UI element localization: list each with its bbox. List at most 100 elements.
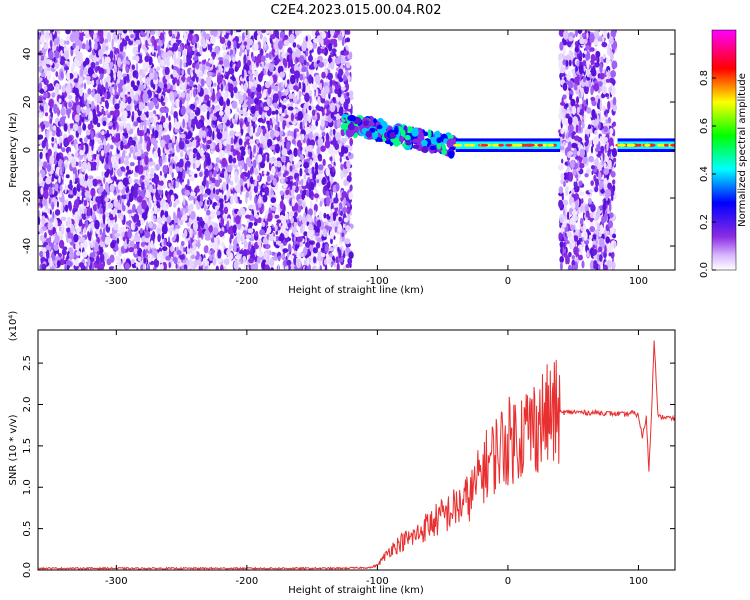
spectrogram-noise-cell [282,105,287,110]
spectrogram-noise-cell [68,261,73,267]
spectrogram-noise-cell [97,139,103,145]
spectrogram-noise-cell [266,154,270,163]
spectrogram-noise-cell [65,30,71,35]
spectrogram-noise-cell [142,248,146,259]
spectrogram-noise-cell [236,107,240,113]
spectrogram-noise-cell [264,220,269,226]
spectrogram-noise-cell [233,48,236,58]
spectrogram-noise-cell [187,76,191,83]
spectrogram-noise-cell [325,190,330,197]
spectrogram-noise-cell [168,115,171,122]
spectrogram-noise-cell [110,144,114,150]
spectrogram-noise-cell [227,34,234,42]
spectrogram-noise-cell [293,85,299,91]
spectrogram-noise-cell [233,80,238,87]
spectrogram-noise-cell [62,162,65,173]
spectrogram-noise-cell [136,80,140,86]
spectrogram-noise-cell [55,71,59,78]
spectrogram-noise-cell [295,177,298,187]
spectrogram-noise-cell [315,174,321,180]
spectrogram-noise-cell [141,236,145,243]
spectrogram-noise-cell [101,191,108,197]
spectrogram-noise-cell [256,34,260,43]
spectrogram-noise-cell [349,51,353,60]
spectrogram-noise-cell [157,49,161,56]
spectrogram-noise-cell [121,194,128,200]
spectrogram-noise-cell [130,258,135,265]
spectrogram-noise-cell [300,178,304,186]
spectrogram-noise-cell [277,240,280,246]
spectrogram-noise-cell [210,99,213,108]
spectrogram-noise-cell [251,244,254,254]
spectrogram-noise-cell [256,84,262,94]
spectrogram-noise-cell [110,233,113,239]
spectrogram-noise-cell [154,205,157,215]
spectrogram-noise-cell [87,229,92,239]
spectrogram-noise-cell [125,66,129,73]
spectrogram-noise-cell [287,106,294,111]
spectrogram-noise-cell [308,105,312,111]
spectrogram-noise-cell [228,229,233,235]
spectrogram-noise-cell [126,165,130,171]
spectrogram-noise-cell [226,164,233,173]
spectrogram-noise-cell [136,219,142,227]
spectrogram-noise-cell [227,188,230,199]
spectrogram-noise-cell [305,102,309,109]
spectrogram-noise-cell [49,217,55,223]
spectrogram-noise-cell [144,236,150,243]
spectrogram-noise-cell [44,232,47,239]
spectrogram-noise-cell [290,101,294,107]
spectrogram-noise-cell [295,48,301,58]
spectrogram-noise-cell [282,164,286,171]
spectrogram-noise-cell [65,221,68,227]
spectrogram-noise-cell [88,223,91,233]
spectrogram-noise-cell [111,38,114,49]
spectrogram-noise-cell [46,154,50,164]
spectrogram-noise-cell [330,237,333,245]
spectrogram-noise-cell [190,228,193,238]
spectrogram-noise-cell [41,146,46,156]
spectrogram-noise-cell [113,48,120,55]
spectrogram-noise-cell [168,153,172,158]
spectrogram-noise-cell [251,64,255,75]
spectrogram-noise-cell [115,133,120,143]
spectrogram-noise-cell [190,191,196,197]
spectrogram-noise-cell [89,207,93,217]
spectrogram-noise-cell [329,62,335,70]
spectrogram-noise-cell [256,91,262,100]
spectrogram-noise-cell [38,65,43,74]
spectrogram-noise-cell [143,83,146,89]
spectrogram-noise-cell [204,168,210,178]
spectrogram-noise-cell [338,216,342,222]
spectrogram-noise-cell [72,111,76,121]
spectrogram-noise-cell [182,57,186,63]
spectrogram-noise-cell [312,105,315,110]
spectrogram-noise-cell [135,70,139,80]
spectrogram-noise-cell [157,233,161,243]
spectrogram-noise-cell [233,215,236,224]
spectrogram-noise-cell [190,112,195,120]
spectrogram-noise-cell [67,113,70,119]
spectrogram-noise-cell [322,158,326,167]
spectrogram-noise-cell [181,76,186,82]
spectrogram-noise-cell [244,141,247,148]
spectrogram-noise-cell [261,222,266,227]
spectrogram-noise-cell [306,257,310,267]
spectrogram-noise-cell [297,236,303,243]
spectrogram-noise-cell [339,94,346,105]
spectrogram-noise-cell [218,63,222,71]
spectrogram-noise-cell [179,58,183,69]
spectrogram-noise-cell [342,207,348,214]
spectrogram-noise-cell [251,117,257,122]
spectrogram-noise-cell [129,162,135,167]
spectrogram-noise-cell [239,207,245,216]
spectrogram-noise-cell [183,264,188,270]
spectrogram-noise-cell [303,231,308,237]
spectrogram-noise-cell [147,263,150,270]
spectrogram-noise-cell [73,71,78,80]
spectrogram-noise-cell [289,211,294,218]
spectrogram-noise-cell [293,147,298,157]
spectrogram-noise-cell [196,100,200,105]
spectrogram-noise-cell [232,238,238,247]
spectrogram-noise-cell [101,171,104,177]
